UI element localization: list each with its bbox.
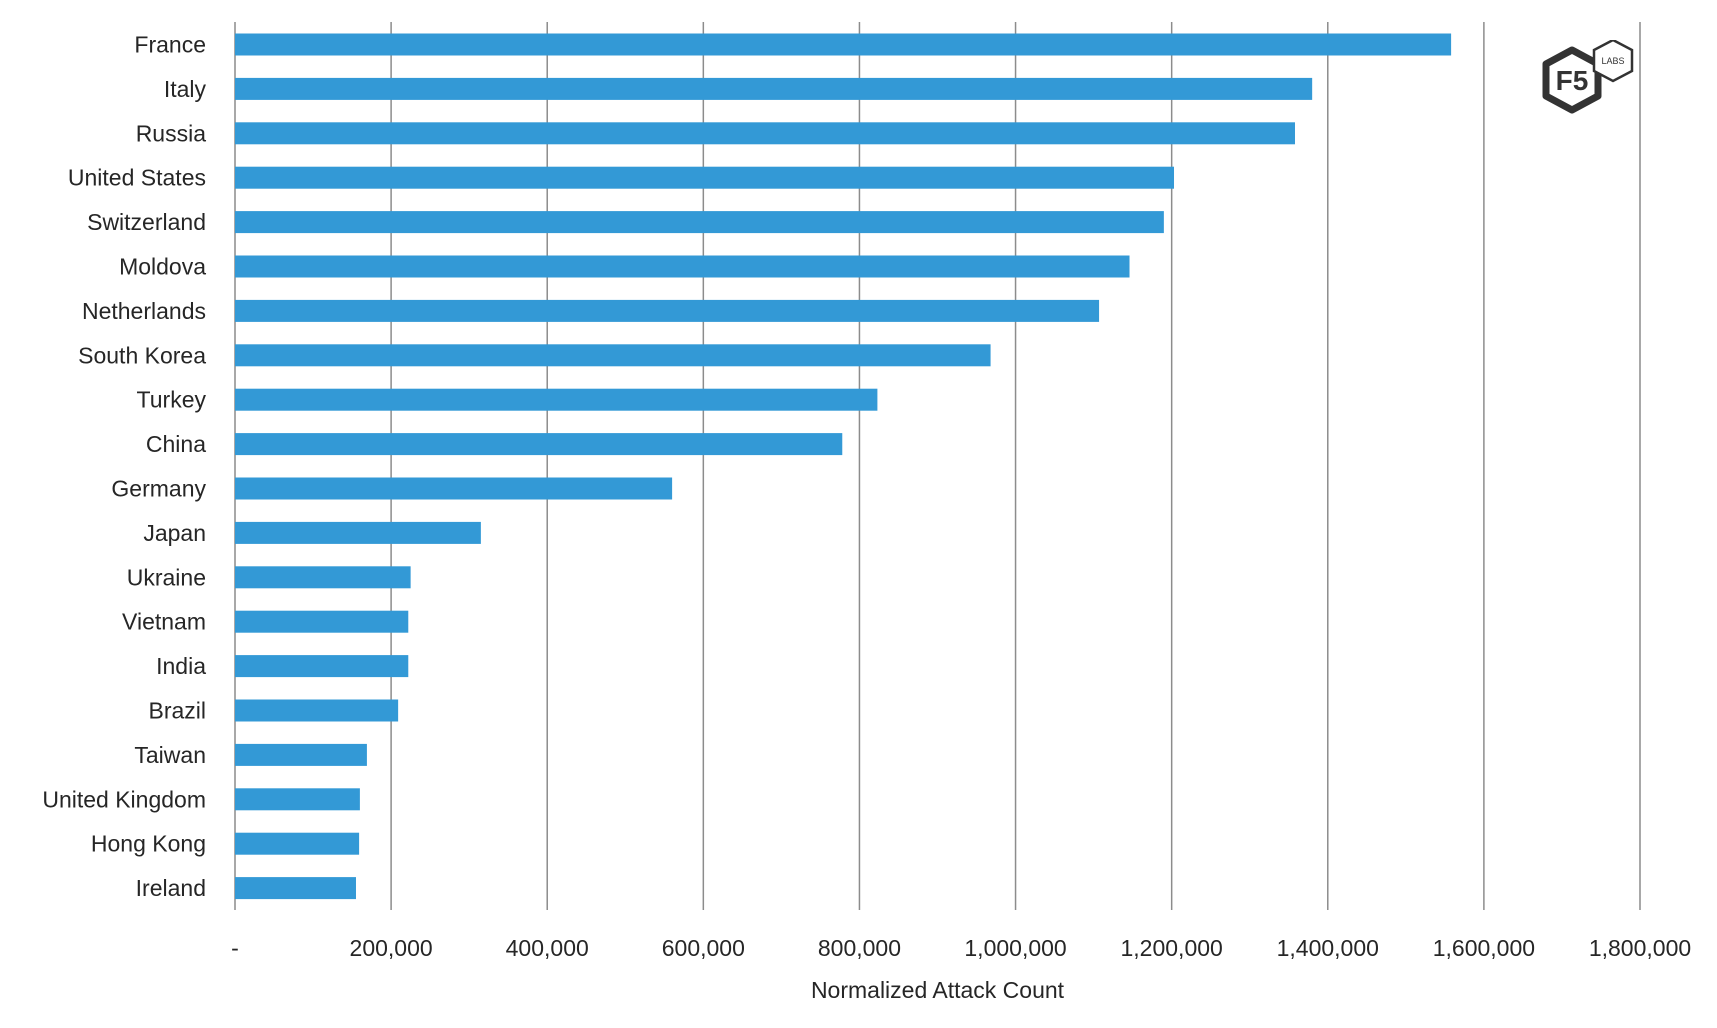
bar-turkey [235,388,878,411]
bar-hong-kong [235,832,360,855]
category-label: Brazil [148,698,206,724]
x-tick-label: 1,800,000 [1589,935,1691,961]
x-tick-label: 1,000,000 [964,935,1066,961]
bar-united-kingdom [235,788,360,811]
category-label: India [156,653,206,679]
category-label: Netherlands [82,298,206,324]
bar-ukraine [235,566,411,589]
x-tick-label: 400,000 [506,935,589,961]
bar-france [235,33,1452,56]
category-label: Switzerland [87,209,206,235]
bar-taiwan [235,743,367,766]
category-labels: France Italy Russia United States Switzerlan… [42,32,206,902]
category-label: France [134,32,206,58]
category-label: United Kingdom [42,786,206,812]
bar-germany [235,477,673,500]
category-label: Russia [136,120,207,146]
category-label: Italy [164,76,207,102]
bar-india [235,655,409,678]
bar-italy [235,77,1313,100]
bar-ireland [235,877,356,900]
logo-main-text: F5 [1556,65,1589,96]
x-tick-label: 1,600,000 [1433,935,1535,961]
x-axis-title: Normalized Attack Count [811,977,1065,1003]
bars [235,33,1452,900]
bar-netherlands [235,299,1100,322]
category-label: Taiwan [134,742,206,768]
x-tick-label: 200,000 [350,935,433,961]
x-tick-labels: - 200,000 400,000 600,000 800,000 1,000,000 1,… [231,935,1691,961]
x-tick-label: 600,000 [662,935,745,961]
x-tick-label: - [231,935,239,961]
f5-labs-logo: F5 LABS [1542,40,1634,114]
bar-united-states [235,166,1175,189]
category-label: Vietnam [122,609,206,635]
bar-brazil [235,699,399,722]
category-label: Hong Kong [91,831,206,857]
category-label: Japan [143,520,206,546]
gridlines [234,22,1641,910]
bar-russia [235,122,1295,145]
logo-badge-hexagon [1592,40,1634,83]
category-label: Germany [111,476,206,502]
logo-badge-text: LABS [1601,56,1624,66]
category-label: Moldova [119,254,206,280]
bar-japan [235,521,481,544]
bar-south-korea [235,344,991,367]
category-label: United States [68,165,206,191]
bar-switzerland [235,211,1164,234]
x-tick-label: 1,200,000 [1121,935,1223,961]
x-tick-label: 800,000 [818,935,901,961]
category-label: Turkey [137,387,207,413]
bar-china [235,433,843,456]
category-label: South Korea [78,342,206,368]
category-label: China [146,431,206,457]
category-label: Ukraine [127,564,206,590]
bar-moldova [235,255,1130,278]
bar-vietnam [235,610,409,633]
category-label: Ireland [136,875,206,901]
x-tick-label: 1,400,000 [1277,935,1379,961]
